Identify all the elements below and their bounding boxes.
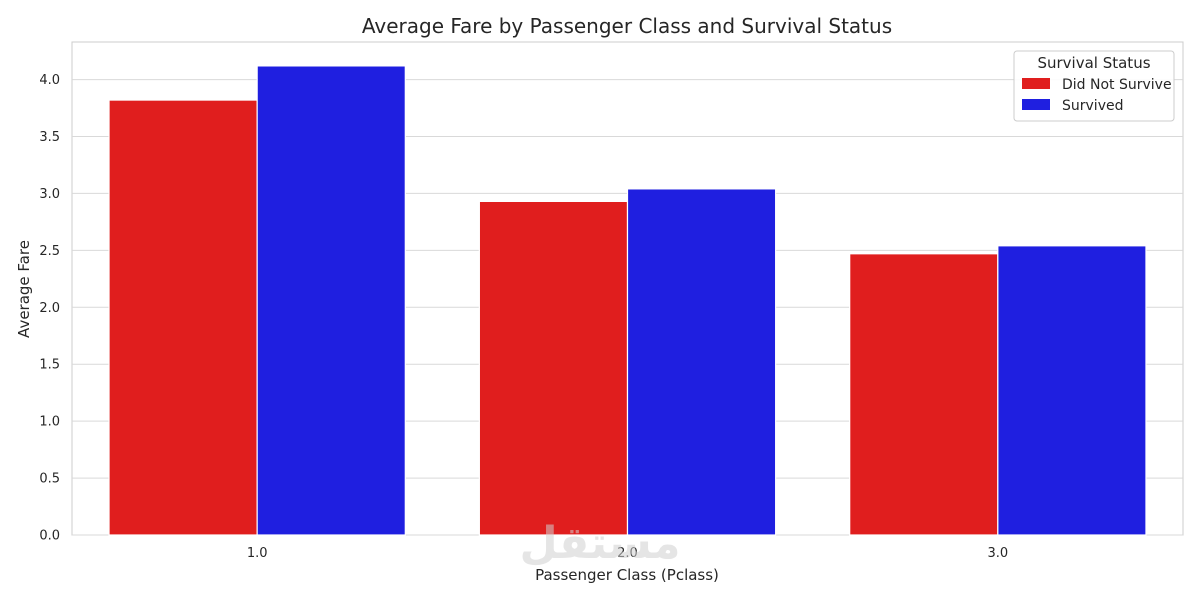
y-tick-label: 1.5	[39, 358, 60, 373]
x-tick-labels: 1.0 2.0 3.0	[247, 546, 1008, 561]
x-tick-label: 3.0	[987, 546, 1008, 561]
y-tick-label: 0.0	[39, 529, 60, 544]
bar-survived-class-3.0	[997, 245, 1147, 536]
legend-swatch	[1022, 78, 1050, 89]
bar-survived-class-1.0	[256, 65, 406, 536]
y-tick-label: 2.0	[39, 301, 60, 316]
legend-swatch	[1022, 99, 1050, 110]
bar-survived-class-2.0	[626, 188, 777, 536]
y-tick-label: 0.5	[39, 472, 60, 487]
chart-title: Average Fare by Passenger Class and Surv…	[362, 14, 892, 38]
y-tick-label: 4.0	[39, 73, 60, 88]
legend-label: Survived	[1062, 98, 1123, 114]
y-tick-label: 1.0	[39, 415, 60, 430]
watermark: مستقل	[520, 518, 681, 569]
legend-items: Did Not Survive Survived	[1022, 77, 1172, 114]
legend-label: Did Not Survive	[1062, 77, 1172, 93]
legend-box	[1013, 50, 1175, 122]
x-axis-label: Passenger Class (Pclass)	[535, 566, 719, 584]
bar-did-not-survive-class-3.0	[849, 253, 999, 536]
y-tick-labels: 0.0 0.5 1.0 1.5 2.0 2.5 3.0 3.5 4.0	[39, 73, 60, 543]
x-tick-label: 1.0	[247, 546, 268, 561]
bar-did-not-survive-class-1.0	[108, 99, 258, 536]
legend-title: Survival Status	[1037, 54, 1150, 72]
y-tick-label: 3.0	[39, 187, 60, 202]
y-tick-label: 2.5	[39, 244, 60, 259]
y-tick-label: 3.5	[39, 130, 60, 145]
legend: Survival Status Did Not Survive Survived	[1013, 50, 1175, 122]
bar-did-not-survive-class-2.0	[478, 200, 629, 536]
bars	[108, 65, 1147, 536]
y-axis-label: Average Fare	[15, 240, 33, 338]
x-tick-label: 2.0	[617, 546, 638, 561]
